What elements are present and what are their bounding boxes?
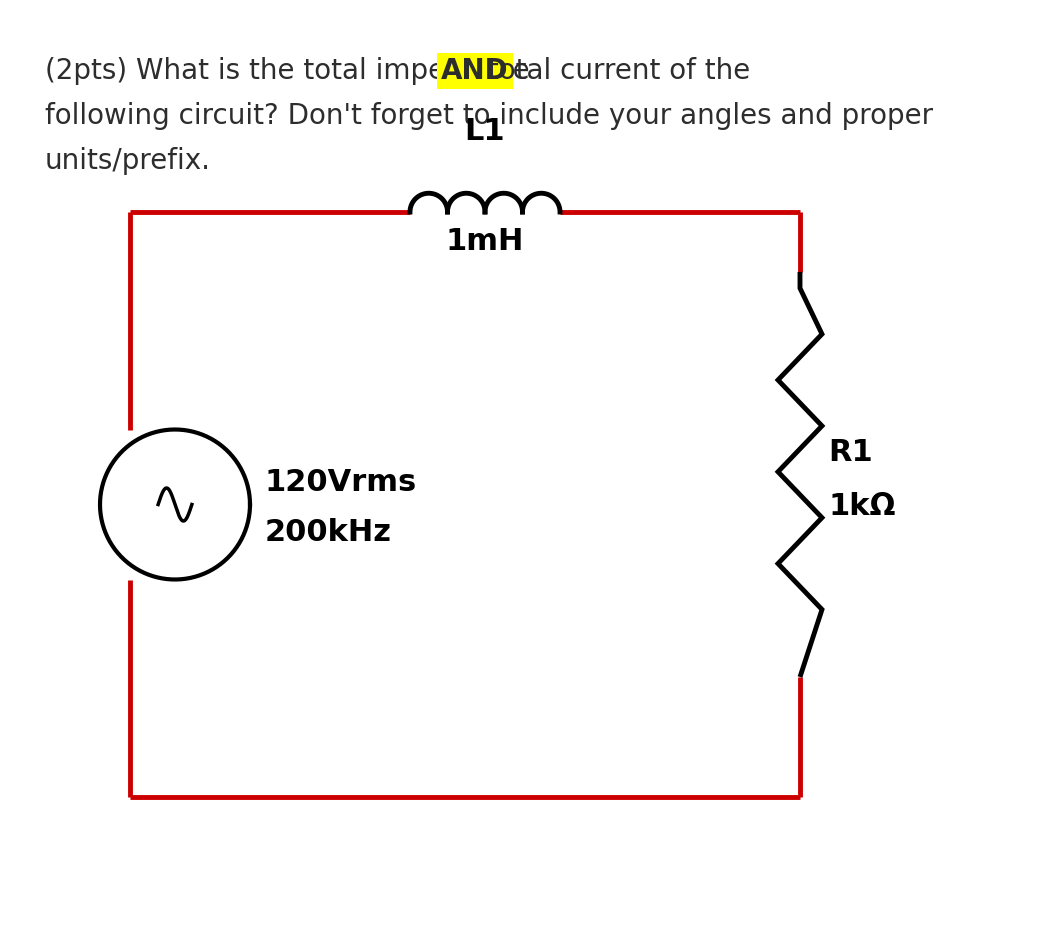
Text: 1mH: 1mH bbox=[445, 227, 524, 256]
Text: L1: L1 bbox=[464, 117, 506, 146]
Text: 120Vrms: 120Vrms bbox=[264, 468, 417, 497]
Text: 1kΩ: 1kΩ bbox=[828, 492, 895, 521]
Text: AND: AND bbox=[441, 57, 509, 85]
Text: following circuit? Don't forget to include your angles and proper: following circuit? Don't forget to inclu… bbox=[45, 102, 933, 130]
Text: R1: R1 bbox=[828, 438, 873, 467]
Text: units/prefix.: units/prefix. bbox=[45, 147, 211, 175]
Text: 200kHz: 200kHz bbox=[264, 518, 393, 547]
Text: total current of the: total current of the bbox=[479, 57, 750, 85]
Text: (2pts) What is the total impedance: (2pts) What is the total impedance bbox=[45, 57, 539, 85]
